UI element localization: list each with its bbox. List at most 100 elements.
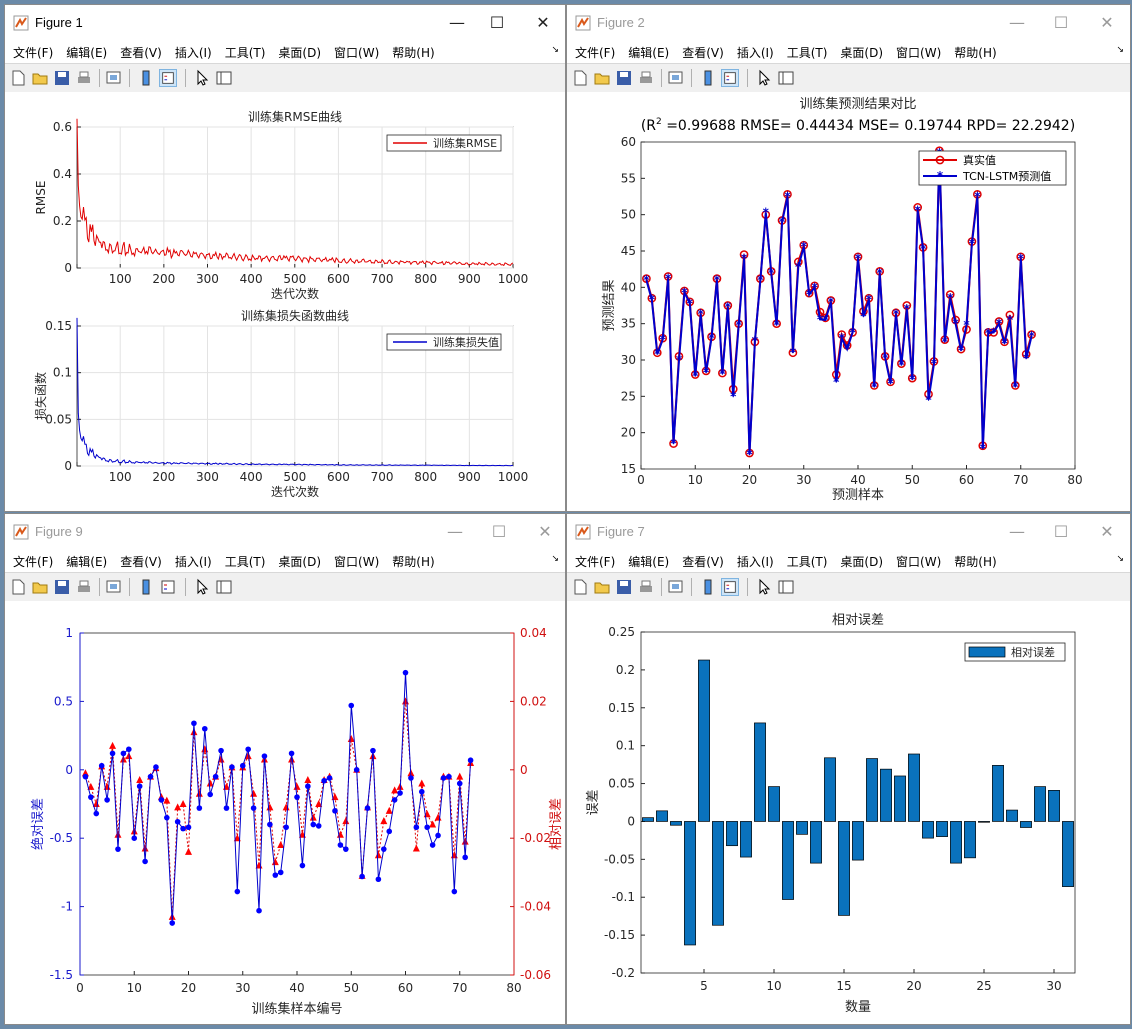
link-plot-icon[interactable] [667, 578, 685, 596]
menu-desktop[interactable]: 桌面(D) [278, 46, 322, 60]
menu-edit[interactable]: 编辑(E) [628, 46, 670, 60]
menu-file[interactable]: 文件(F) [13, 46, 54, 60]
menu-desktop[interactable]: 桌面(D) [840, 555, 884, 569]
menu-edit[interactable]: 编辑(E) [66, 555, 108, 569]
minimize-button[interactable]: — [1009, 522, 1025, 541]
menu-tools[interactable]: 工具(T) [786, 46, 828, 60]
maximize-button[interactable]: ☐ [489, 13, 505, 32]
menu-window[interactable]: 窗口(W) [334, 46, 380, 60]
new-figure-icon[interactable] [571, 69, 589, 87]
new-figure-icon[interactable] [9, 69, 27, 87]
link-plot-icon[interactable] [667, 69, 685, 87]
close-button[interactable]: ✕ [536, 13, 550, 32]
bar [950, 821, 962, 864]
bar [824, 757, 836, 822]
figure2-window[interactable]: Figure 2 — ☐ ✕ 文件(F) 编辑(E) 查看(V) 插入(I) 工具(T)… [566, 4, 1131, 512]
menu-tools[interactable]: 工具(T) [786, 555, 828, 569]
menu-view[interactable]: 查看(V) [120, 555, 162, 569]
figure1-window[interactable]: Figure 1 — ☐ ✕ 文件(F) 编辑(E) 查看(V) 插入(I) 工具(T)… [4, 4, 566, 512]
pointer-icon[interactable] [755, 69, 773, 87]
menu-bar: 文件(F) 编辑(E) 查看(V) 插入(I) 工具(T) 桌面(D) 窗口(W) 帮助(H)… [5, 550, 565, 572]
open-file-icon[interactable] [31, 578, 49, 596]
menu-file[interactable]: 文件(F) [13, 555, 54, 569]
menu-insert[interactable]: 插入(I) [174, 555, 212, 569]
menu-desktop[interactable]: 桌面(D) [278, 555, 322, 569]
maximize-button[interactable]: ☐ [1053, 13, 1069, 32]
menu-view[interactable]: 查看(V) [120, 46, 162, 60]
save-icon[interactable] [615, 69, 633, 87]
open-file-icon[interactable] [593, 578, 611, 596]
open-file-icon[interactable] [593, 69, 611, 87]
close-button[interactable]: ✕ [1100, 13, 1114, 32]
colorbar-icon[interactable] [137, 578, 155, 596]
print-icon[interactable] [637, 578, 655, 596]
figure7-window[interactable]: Figure 7 — ☐ ✕ 文件(F) 编辑(E) 查看(V) 插入(I) 工具(T)… [566, 513, 1131, 1025]
menu-file[interactable]: 文件(F) [575, 555, 616, 569]
maximize-button[interactable]: ☐ [1053, 522, 1069, 541]
print-icon[interactable] [637, 69, 655, 87]
property-editor-icon[interactable] [215, 69, 233, 87]
menu-file[interactable]: 文件(F) [575, 46, 616, 60]
pointer-icon[interactable] [755, 578, 773, 596]
figure1-titlebar[interactable]: Figure 1 — ☐ ✕ [5, 5, 565, 41]
menu-dock-arrow-icon[interactable]: ↘ [1116, 554, 1124, 564]
link-plot-icon[interactable] [105, 69, 123, 87]
menu-help[interactable]: 帮助(H) [392, 46, 435, 60]
colorbar-icon[interactable] [699, 69, 717, 87]
legend-icon[interactable] [159, 578, 177, 596]
menu-view[interactable]: 查看(V) [682, 46, 724, 60]
menu-dock-arrow-icon[interactable]: ↘ [551, 45, 559, 55]
menu-insert[interactable]: 插入(I) [736, 555, 774, 569]
property-editor-icon[interactable] [777, 69, 795, 87]
menu-insert[interactable]: 插入(I) [174, 46, 212, 60]
absolute-error-marker [272, 872, 279, 878]
pointer-icon[interactable] [193, 69, 211, 87]
minimize-button[interactable]: — [449, 13, 465, 32]
figure9-titlebar[interactable]: Figure 9 — ☐ ✕ [5, 514, 565, 550]
open-file-icon[interactable] [31, 69, 49, 87]
print-icon[interactable] [75, 69, 93, 87]
new-figure-icon[interactable] [9, 578, 27, 596]
new-figure-icon[interactable] [571, 578, 589, 596]
property-editor-icon[interactable] [215, 578, 233, 596]
close-button[interactable]: ✕ [538, 522, 552, 541]
menu-desktop[interactable]: 桌面(D) [840, 46, 884, 60]
property-editor-icon[interactable] [777, 578, 795, 596]
pointer-icon[interactable] [193, 578, 211, 596]
minimize-button[interactable]: — [1009, 13, 1025, 32]
figure2-titlebar[interactable]: Figure 2 — ☐ ✕ [567, 5, 1130, 41]
menu-window[interactable]: 窗口(W) [896, 46, 942, 60]
print-icon[interactable] [75, 578, 93, 596]
menu-help[interactable]: 帮助(H) [392, 555, 435, 569]
menu-tools[interactable]: 工具(T) [224, 555, 266, 569]
menu-help[interactable]: 帮助(H) [954, 555, 997, 569]
predicted-value-marker: * [649, 293, 656, 307]
colorbar-icon[interactable] [137, 69, 155, 87]
save-icon[interactable] [615, 578, 633, 596]
figure9-window[interactable]: Figure 9 — ☐ ✕ 文件(F) 编辑(E) 查看(V) 插入(I) 工具(T)… [4, 513, 566, 1025]
rmse-x-tick-label: 300 [196, 272, 219, 286]
save-icon[interactable] [53, 69, 71, 87]
close-button[interactable]: ✕ [1100, 522, 1114, 541]
menu-dock-arrow-icon[interactable]: ↘ [551, 554, 559, 564]
menu-view[interactable]: 查看(V) [682, 555, 724, 569]
menu-edit[interactable]: 编辑(E) [628, 555, 670, 569]
legend-icon[interactable] [721, 578, 739, 596]
absolute-error-marker [397, 790, 403, 796]
menu-tools[interactable]: 工具(T) [224, 46, 266, 60]
colorbar-icon[interactable] [699, 578, 717, 596]
menu-edit[interactable]: 编辑(E) [66, 46, 108, 60]
menu-dock-arrow-icon[interactable]: ↘ [1116, 45, 1124, 55]
legend-icon[interactable] [159, 69, 177, 87]
menu-window[interactable]: 窗口(W) [334, 555, 380, 569]
maximize-button[interactable]: ☐ [491, 522, 507, 541]
menu-window[interactable]: 窗口(W) [896, 555, 942, 569]
save-icon[interactable] [53, 578, 71, 596]
link-plot-icon[interactable] [105, 578, 123, 596]
figure7-titlebar[interactable]: Figure 7 — ☐ ✕ [567, 514, 1130, 550]
menu-help[interactable]: 帮助(H) [954, 46, 997, 60]
absolute-error-marker [294, 794, 300, 800]
legend-icon[interactable] [721, 69, 739, 87]
menu-insert[interactable]: 插入(I) [736, 46, 774, 60]
minimize-button[interactable]: — [447, 522, 463, 541]
